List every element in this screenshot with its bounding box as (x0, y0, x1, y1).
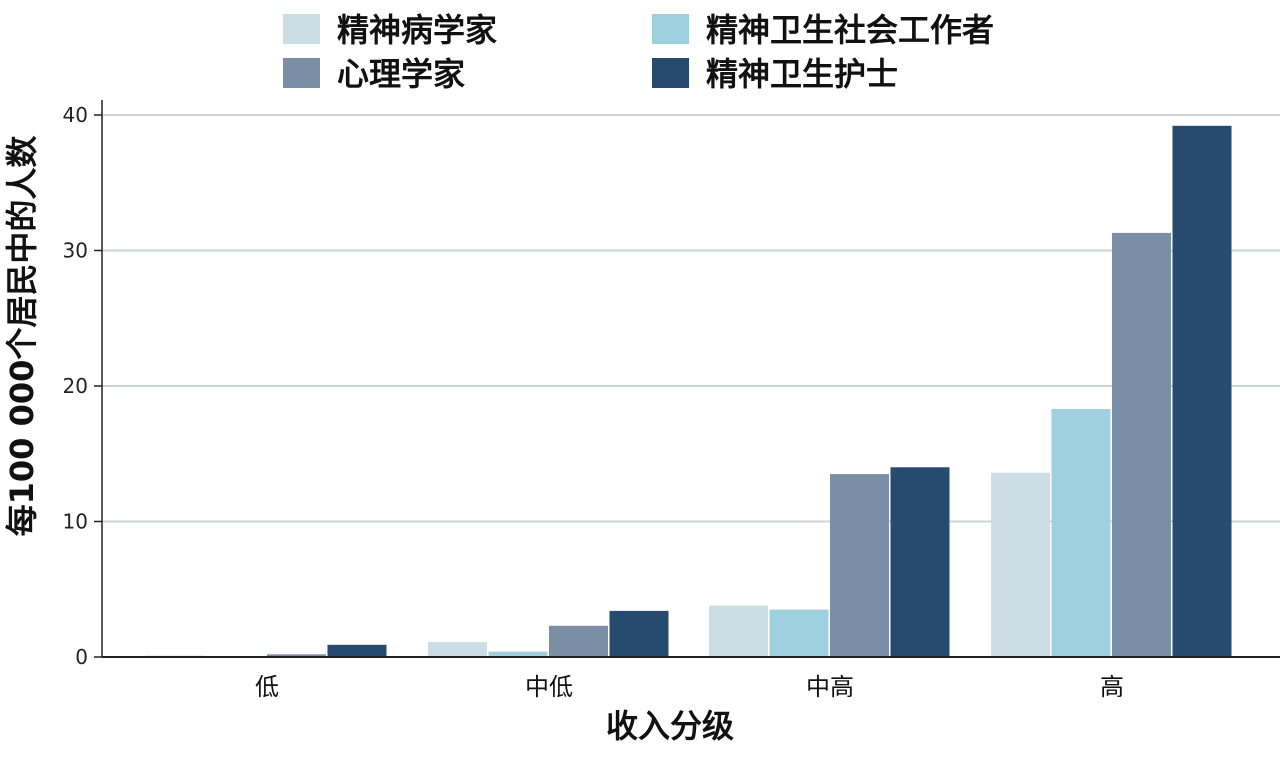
x-category-labels: 低 中低 中高 高 (255, 673, 1124, 701)
y-axis-title: 每100 000个居民中的人数 (3, 135, 41, 537)
y-ticks: 0 10 20 30 40 (63, 103, 102, 669)
bar (428, 642, 487, 657)
bar (890, 467, 950, 657)
x-category-label: 中低 (525, 673, 573, 701)
bar (1051, 409, 1111, 657)
bar (609, 610, 669, 657)
bar (549, 625, 608, 657)
x-category-label: 低 (255, 673, 279, 701)
y-tick-label: 30 (63, 239, 88, 263)
legend-swatch (652, 58, 689, 88)
axes (101, 100, 1280, 658)
bar (1172, 125, 1232, 658)
y-tick-label: 20 (63, 374, 88, 398)
bars (146, 125, 1232, 658)
bar (830, 474, 889, 657)
legend-label: 精神卫生社会工作者 (706, 11, 994, 49)
bar (991, 472, 1050, 657)
bar (1112, 232, 1171, 657)
legend-swatch (652, 14, 689, 44)
bar (267, 654, 326, 657)
legend-swatch (283, 58, 320, 88)
legend-label: 心理学家 (337, 55, 465, 93)
legend-label: 精神病学家 (337, 11, 497, 49)
x-axis-title: 收入分级 (606, 707, 734, 745)
legend-label: 精神卫生护士 (706, 55, 898, 93)
bar (769, 609, 829, 657)
x-category-label: 中高 (806, 673, 854, 701)
y-tick-label: 0 (75, 645, 88, 669)
x-category-label: 高 (1100, 673, 1124, 701)
legend-swatch (283, 14, 320, 44)
bar (488, 651, 548, 657)
bar (709, 605, 768, 657)
y-tick-label: 40 (63, 103, 88, 127)
bar (327, 644, 387, 657)
y-tick-label: 10 (63, 510, 88, 534)
